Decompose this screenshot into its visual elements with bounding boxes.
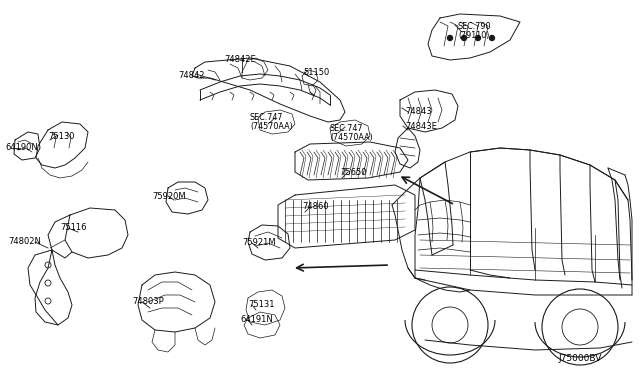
Text: 64191N: 64191N: [240, 315, 273, 324]
Text: 75921M: 75921M: [242, 238, 276, 247]
Circle shape: [461, 35, 467, 41]
Text: SEC.747: SEC.747: [250, 113, 284, 122]
Text: SEC.790: SEC.790: [458, 22, 492, 31]
Text: 74843: 74843: [405, 107, 431, 116]
Text: 75920M: 75920M: [152, 192, 186, 201]
Text: 75131: 75131: [248, 300, 275, 309]
Text: 74843E: 74843E: [405, 122, 437, 131]
Text: (79110): (79110): [458, 31, 490, 40]
Circle shape: [490, 35, 495, 41]
Text: (74570AA): (74570AA): [330, 133, 372, 142]
Text: 74860: 74860: [302, 202, 328, 211]
Text: 75650: 75650: [340, 168, 367, 177]
Text: 74842E: 74842E: [224, 55, 256, 64]
Text: 74803P: 74803P: [132, 297, 164, 306]
Circle shape: [476, 35, 481, 41]
Circle shape: [447, 35, 452, 41]
Text: (74570AA): (74570AA): [250, 122, 292, 131]
Text: 51150: 51150: [303, 68, 329, 77]
Text: 64190N: 64190N: [5, 143, 38, 152]
Text: SEC.747: SEC.747: [330, 124, 364, 133]
Text: 74842: 74842: [178, 71, 205, 80]
Text: 75116: 75116: [60, 223, 86, 232]
Text: 74802N: 74802N: [8, 237, 41, 246]
Text: 75130: 75130: [48, 132, 74, 141]
Text: J75000BV: J75000BV: [558, 354, 602, 363]
